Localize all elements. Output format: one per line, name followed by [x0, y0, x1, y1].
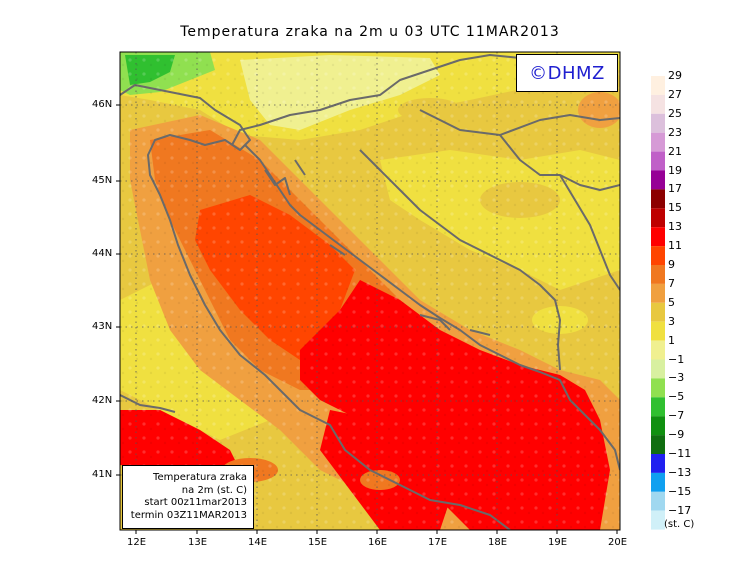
colorbar-label: 1	[668, 333, 675, 347]
lat-label: 41N	[92, 469, 113, 480]
lat-label: 44N	[92, 248, 113, 259]
colorbar-label: 19	[668, 163, 682, 177]
colorbar-swatch	[651, 76, 665, 95]
colorbar-label: −17	[668, 503, 692, 517]
colorbar-label: −15	[668, 484, 692, 498]
colorbar-swatch	[651, 94, 665, 114]
colorbar	[651, 76, 665, 530]
map-frame	[119, 51, 621, 531]
colorbar-label: −11	[668, 447, 692, 460]
lon-label: 14E	[248, 537, 268, 548]
colorbar-swatch	[651, 378, 665, 398]
colorbar-swatch	[651, 189, 665, 209]
info-box: Temperatura zraka na 2m (st. C) start 00…	[122, 465, 254, 529]
lat-label: 43N	[92, 321, 113, 332]
colorbar-swatch	[651, 208, 665, 228]
colorbar-label: 21	[668, 144, 682, 158]
colorbar-swatch	[651, 416, 665, 436]
colorbar-label: −9	[668, 428, 685, 442]
colorbar-label: 11	[668, 239, 682, 253]
lat-label: 42N	[92, 395, 113, 406]
map-title: Temperatura zraka na 2m u 03 UTC 11MAR20…	[180, 24, 560, 40]
colorbar-swatch	[651, 132, 665, 152]
temperature-field	[120, 52, 620, 530]
colorbar-label: 23	[668, 125, 682, 139]
lat-label: 46N	[92, 99, 113, 110]
colorbar-label: −5	[668, 390, 685, 404]
colorbar-label: 3	[668, 314, 675, 328]
colorbar-swatch	[651, 227, 665, 247]
lon-label: 12E	[127, 537, 147, 548]
colorbar-label: 5	[668, 295, 675, 309]
info-line: na 2m (st. C)	[181, 484, 247, 496]
lat-label: 45N	[92, 175, 113, 186]
info-line: start 00z11mar2013	[144, 497, 247, 508]
colorbar-swatch	[651, 510, 665, 530]
colorbar-label: −7	[668, 409, 685, 423]
colorbar-units: (st. C)	[664, 519, 695, 530]
colorbar-swatch	[651, 397, 665, 417]
colorbar-swatch	[651, 170, 665, 190]
colorbar-label: 17	[668, 182, 682, 196]
colorbar-label: 27	[668, 87, 682, 101]
colorbar-swatch	[651, 435, 665, 454]
colorbar-swatch	[651, 321, 665, 341]
colorbar-label: 25	[668, 106, 682, 120]
lon-label: 19E	[548, 537, 568, 548]
info-line: Temperatura zraka	[153, 472, 247, 483]
colorbar-label: 7	[668, 276, 675, 290]
colorbar-swatch	[651, 283, 665, 303]
axis-ticks	[116, 104, 618, 534]
colorbar-label: 13	[668, 220, 682, 234]
colorbar-swatch	[651, 113, 665, 133]
lon-label: 20E	[608, 537, 628, 548]
copyright-badge: ©DHMZ	[516, 54, 618, 92]
colorbar-label: −3	[668, 371, 685, 385]
colorbar-swatch	[651, 491, 665, 511]
lon-label: 18E	[488, 537, 508, 548]
colorbar-swatch	[651, 359, 665, 379]
colorbar-swatch	[651, 265, 665, 284]
lon-label: 15E	[308, 537, 328, 548]
colorbar-label: 9	[668, 258, 675, 271]
colorbar-swatch	[651, 472, 665, 492]
colorbar-swatch	[651, 454, 665, 473]
lon-label: 16E	[368, 537, 388, 548]
info-line: termin 03Z11MAR2013	[130, 509, 247, 521]
colorbar-swatch	[651, 246, 665, 265]
colorbar-label: 15	[668, 201, 682, 215]
colorbar-swatch	[651, 340, 665, 360]
colorbar-label: −13	[668, 465, 692, 479]
lon-label: 13E	[188, 537, 208, 548]
colorbar-swatch	[651, 151, 665, 171]
coastlines	[120, 54, 620, 530]
colorbar-swatch	[651, 302, 665, 322]
lon-label: 17E	[428, 537, 448, 548]
colorbar-label: −1	[668, 352, 685, 366]
colorbar-label: 29	[668, 69, 682, 82]
